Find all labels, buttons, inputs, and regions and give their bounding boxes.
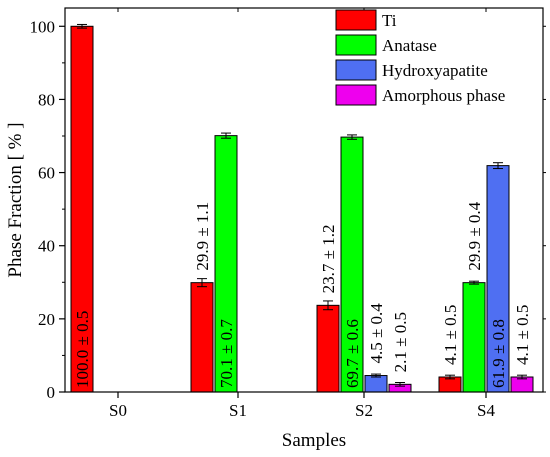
y-tick-label: 40 [38, 237, 55, 256]
legend-label-amorphous-phase: Amorphous phase [382, 86, 505, 105]
bar-ti-s2 [316, 304, 340, 393]
value-label-ti-s1: 29.9 ± 1.1 [193, 202, 212, 271]
value-label-hydroxyapatite-s4: 61.9 ± 0.8 [489, 319, 508, 388]
legend-swatch-hydroxyapatite [335, 59, 377, 81]
x-tick-label-s0: S0 [109, 401, 127, 420]
bar-hydroxyapatite-s2 [364, 375, 388, 393]
value-label-anatase-s2: 69.7 ± 0.6 [343, 319, 362, 388]
value-label-ti-s2: 23.7 ± 1.2 [319, 224, 338, 293]
y-axis-label: Phase Fraction [ % ] [5, 122, 26, 277]
legend-swatch-amorphous-phase [335, 84, 377, 106]
y-tick-label: 100 [30, 17, 56, 36]
legend-swatch-anatase [335, 34, 377, 56]
legend-label-anatase: Anatase [382, 36, 437, 55]
value-label-anatase-s4: 29.9 ± 0.4 [465, 201, 484, 270]
plot-frame [64, 7, 544, 393]
x-axis-label: Samples [282, 430, 346, 451]
y-tick-label: 80 [38, 90, 55, 109]
y-tick-label: 20 [38, 310, 55, 329]
axes-layer: 0 20 40 60 80 100 S0 S1 S2 S4 [30, 8, 546, 420]
bars-layer [70, 23, 534, 393]
value-label-ti-s4: 4.1 ± 0.5 [441, 305, 460, 365]
legend-label-hydroxyapatite: Hydroxyapatite [382, 61, 488, 80]
legend-label-ti: Ti [382, 11, 397, 30]
value-label-anatase-s1: 70.1 ± 0.7 [217, 319, 236, 388]
value-label-amorphous-phase-s4: 4.1 ± 0.5 [513, 305, 532, 365]
value-labels-layer: 100.0 ± 0.5 29.9 ± 1.1 23.7 ± 1.2 4.1 ± 0.5… [73, 201, 532, 388]
x-tick-label-s2: S2 [355, 401, 373, 420]
legend-swatch-ti [335, 9, 377, 31]
legend: Ti Anatase Hydroxyapatite Amorphous phase [335, 9, 505, 106]
value-label-hydroxyapatite-s2: 4.5 ± 0.4 [367, 303, 386, 364]
value-label-amorphous-phase-s2: 2.1 ± 0.5 [391, 312, 410, 372]
y-tick-label: 60 [38, 164, 55, 183]
y-tick-label: 0 [47, 383, 56, 402]
bar-anatase-s4 [462, 282, 486, 393]
x-tick-label-s4: S4 [477, 401, 495, 420]
value-label-ti-s0: 100.0 ± 0.5 [73, 311, 92, 388]
x-tick-label-s1: S1 [229, 401, 247, 420]
bar-ti-s1 [190, 282, 214, 393]
